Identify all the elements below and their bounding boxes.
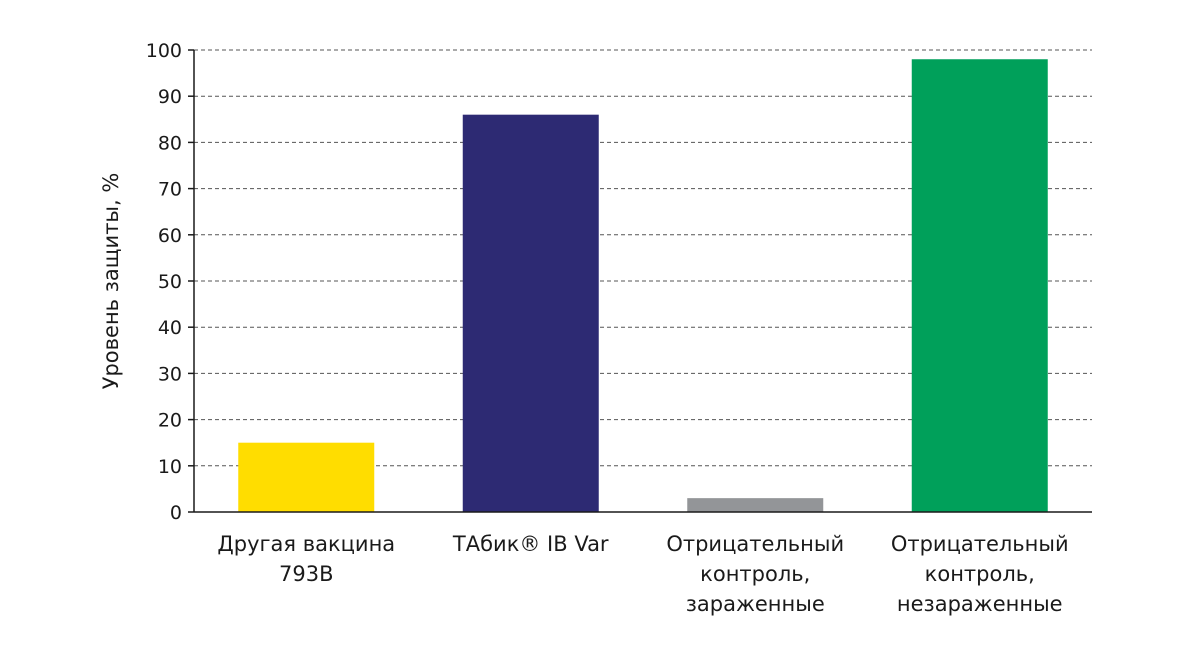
y-tick-label: 80 [158, 132, 182, 154]
x-category-labels: Другая вакцина 793B ТАбик® IB Var Отрицател… [217, 532, 1068, 616]
y-tick-label: 100 [146, 40, 182, 62]
y-tick-label: 70 [158, 179, 182, 201]
category-label-3: Отрицательный контроль, зараженные [666, 532, 844, 616]
category-label-2: ТАбик® IB Var [452, 532, 609, 556]
category-label-line: контроль, [925, 562, 1035, 586]
y-tick-label: 90 [158, 86, 182, 108]
category-label-line: зараженные [686, 592, 825, 616]
grid-lines [194, 49, 1092, 467]
category-label-line: контроль, [700, 562, 810, 586]
category-label-line: ТАбик® IB Var [452, 532, 609, 556]
y-tick-label: 20 [158, 410, 182, 432]
category-label-4: Отрицательный контроль, незараженные [891, 532, 1069, 616]
bar-4 [911, 59, 1048, 513]
category-label-line: Другая вакцина [217, 532, 395, 556]
category-label-1: Другая вакцина 793B [217, 532, 395, 586]
bar-2 [462, 114, 599, 513]
y-tick-label: 60 [158, 225, 182, 247]
bars [238, 59, 1048, 513]
bar-1 [238, 442, 375, 512]
y-axis-title: Уровень защиты, % [99, 173, 123, 390]
category-label-line: 793B [279, 562, 334, 586]
bar-3 [687, 498, 824, 512]
y-tick-label: 30 [158, 363, 182, 385]
y-tick-label: 50 [158, 271, 182, 293]
y-tick-label: 40 [158, 317, 182, 339]
y-tick-label: 0 [170, 502, 182, 524]
y-tick-labels: 0 10 20 30 40 50 60 70 80 90 100 [146, 40, 194, 524]
y-tick-label: 10 [158, 456, 182, 478]
category-label-line: незараженные [897, 592, 1063, 616]
category-label-line: Отрицательный [891, 532, 1069, 556]
category-label-line: Отрицательный [666, 532, 844, 556]
